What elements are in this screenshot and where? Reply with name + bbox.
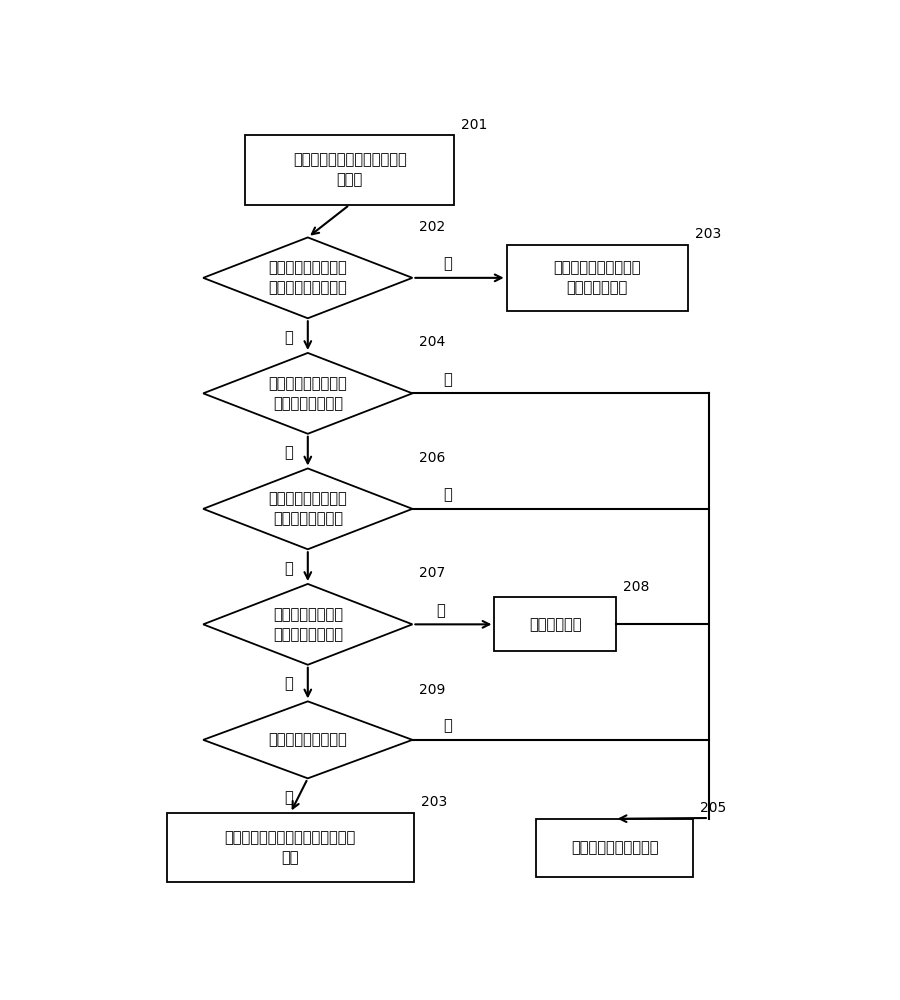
Text: 是否是不需要进行在
线缺陷扫描的晶圆？: 是否是不需要进行在 线缺陷扫描的晶圆？ xyxy=(268,260,347,295)
Text: 跳过在线缺陷扫描，进
入下一工艺步骤: 跳过在线缺陷扫描，进 入下一工艺步骤 xyxy=(554,260,641,295)
Text: 否: 否 xyxy=(284,677,292,692)
Bar xyxy=(166,813,414,882)
Text: 203: 203 xyxy=(695,227,721,241)
Text: 206: 206 xyxy=(419,451,446,465)
Text: 在在线缺陷扫描站排队: 在在线缺陷扫描站排队 xyxy=(571,840,659,855)
Text: 批次尾号是否等于
预设的批次尾号？: 批次尾号是否等于 预设的批次尾号？ xyxy=(273,607,343,642)
Text: 否: 否 xyxy=(284,446,292,461)
Text: 是: 是 xyxy=(436,603,445,618)
Text: 是: 是 xyxy=(443,372,452,387)
Text: 否: 否 xyxy=(284,790,292,805)
Text: 203: 203 xyxy=(421,795,447,809)
Text: 是否是需要进行在线
缺陷扫描的晶圆？: 是否是需要进行在线 缺陷扫描的晶圆？ xyxy=(268,376,347,411)
Text: 208: 208 xyxy=(624,580,650,594)
Bar xyxy=(536,819,693,877)
Bar xyxy=(494,597,616,651)
Text: 是: 是 xyxy=(443,256,452,271)
Text: 是: 是 xyxy=(443,487,452,502)
Text: 201: 201 xyxy=(461,118,488,132)
Text: 202: 202 xyxy=(419,220,446,234)
Bar xyxy=(245,135,454,205)
Bar xyxy=(507,245,688,311)
Text: 207: 207 xyxy=(419,566,446,580)
Text: 计量的参数是否达到
预设的监控间隔？: 计量的参数是否达到 预设的监控间隔？ xyxy=(268,491,347,526)
Text: 重新开始计量: 重新开始计量 xyxy=(529,617,581,632)
Text: 符合其它扫描规则？: 符合其它扫描规则？ xyxy=(268,732,347,747)
Polygon shape xyxy=(203,701,412,778)
Text: 205: 205 xyxy=(700,801,726,815)
Text: 209: 209 xyxy=(419,684,446,698)
Text: 否: 否 xyxy=(284,561,292,576)
Polygon shape xyxy=(203,237,412,318)
Text: 是: 是 xyxy=(443,718,452,733)
Text: 否: 否 xyxy=(284,330,292,345)
Text: 204: 204 xyxy=(419,335,446,349)
Polygon shape xyxy=(203,468,412,549)
Text: 跳过在线缺陷扫描，进入下一工艺
步骤: 跳过在线缺陷扫描，进入下一工艺 步骤 xyxy=(225,830,356,865)
Polygon shape xyxy=(203,584,412,665)
Polygon shape xyxy=(203,353,412,434)
Text: 晶圆经一工艺步骤处理后进入
多路径: 晶圆经一工艺步骤处理后进入 多路径 xyxy=(292,153,407,187)
